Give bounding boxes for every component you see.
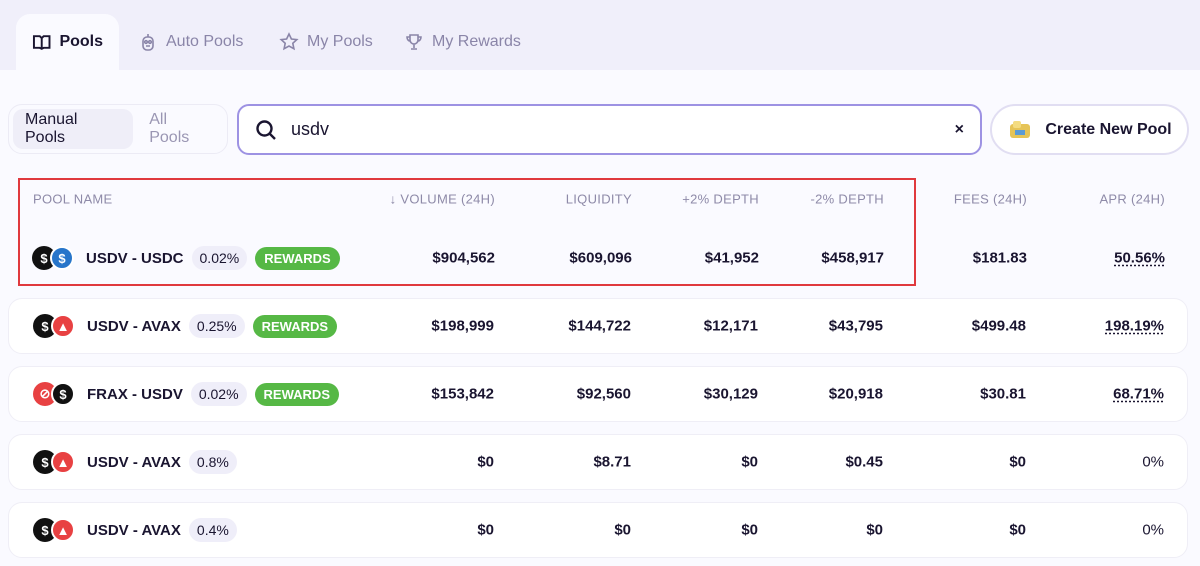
robot-icon	[142, 34, 154, 51]
minus-depth-cell: $458,917	[821, 249, 884, 267]
trophy-icon	[406, 34, 422, 50]
col-fees[interactable]: FEES (24H)	[953, 191, 1027, 207]
clear-search-button[interactable]: ×	[954, 120, 964, 138]
pool-name-cell: $ ▲ USDV - AVAX 0.8%	[33, 450, 237, 474]
table-header: POOL NAME ↓ VOLUME (24H) LIQUIDITY +2% D…	[8, 170, 1188, 228]
volume-cell: $0	[477, 521, 494, 539]
pool-filter: Manual Pools All Pools	[8, 104, 228, 154]
apr-cell[interactable]: 198.19%	[1104, 317, 1164, 335]
volume-cell: $198,999	[431, 317, 494, 335]
table-row[interactable]: $ ▲ USDV - AVAX 0.25% REWARDS $198,999 $…	[8, 298, 1188, 354]
table-row[interactable]: $ $ USDV - USDC 0.02% REWARDS $904,562 $…	[8, 230, 1188, 286]
col-volume[interactable]: ↓ VOLUME (24H)	[389, 191, 495, 207]
fees-cell: $30.81	[980, 385, 1026, 403]
token-pair-icons: $ $	[32, 246, 76, 270]
volume-cell: $153,842	[431, 385, 494, 403]
volume-cell: $904,562	[432, 249, 495, 267]
col-liquidity[interactable]: LIQUIDITY	[565, 191, 632, 207]
token-pair-icons: $ ▲	[33, 518, 77, 542]
table-row[interactable]: $ ▲ USDV - AVAX 0.4% $0 $0 $0 $0 $0 0%	[8, 502, 1188, 558]
rewards-badge: REWARDS	[252, 314, 338, 338]
plus-depth-cell: $30,129	[703, 385, 758, 403]
apr-cell: 0%	[1142, 521, 1164, 539]
avax-token-icon: ▲	[51, 314, 75, 338]
token-pair-icons: $ ▲	[33, 314, 77, 338]
fees-cell: $181.83	[972, 249, 1027, 267]
apr-cell: 0%	[1142, 453, 1164, 471]
plus-depth-cell: $12,171	[703, 317, 758, 335]
manual-pools-toggle[interactable]: Manual Pools	[13, 109, 134, 149]
col-plus-depth[interactable]: +2% DEPTH	[682, 191, 759, 207]
rewards-badge: REWARDS	[254, 382, 339, 406]
table-row[interactable]: $ ▲ USDV - AVAX 0.8% $0 $8.71 $0 $0.45 $…	[8, 434, 1188, 490]
tab-my-rewards[interactable]: My Rewards	[388, 14, 537, 70]
fee-tier-badge: 0.4%	[188, 518, 237, 542]
col-apr[interactable]: APR (24H)	[1099, 191, 1165, 207]
fees-cell: $0	[1009, 453, 1026, 471]
pool-name[interactable]: USDV - AVAX	[87, 317, 181, 335]
top-tabs: Pools Auto Pools My Pools My Rewards	[0, 0, 1200, 70]
avax-token-icon: ▲	[51, 518, 75, 542]
minus-depth-cell: $43,795	[828, 317, 883, 335]
liquidity-cell: $8.71	[593, 453, 631, 471]
minus-depth-cell: $0	[866, 521, 883, 539]
pool-toy-icon	[1010, 120, 1031, 138]
pool-name-cell: $ ▲ USDV - AVAX 0.4%	[33, 518, 237, 542]
minus-depth-cell: $20,918	[828, 385, 883, 403]
star-icon	[279, 32, 299, 51]
search-input[interactable]	[291, 119, 941, 140]
tab-my-pools[interactable]: My Pools	[263, 14, 389, 70]
liquidity-cell: $609,096	[569, 249, 632, 267]
fee-tier-badge: 0.02%	[190, 382, 247, 406]
col-minus-depth[interactable]: -2% DEPTH	[810, 191, 884, 207]
token-pair-icons: ⊘ $	[33, 382, 77, 406]
search-icon	[256, 119, 276, 140]
search-box: ×	[237, 104, 982, 155]
plus-depth-cell: $41,952	[704, 249, 759, 267]
usdv-token-icon: $	[51, 382, 75, 406]
col-pool-name[interactable]: POOL NAME	[33, 191, 113, 207]
liquidity-cell: $92,560	[576, 385, 631, 403]
all-pools-toggle[interactable]: All Pools	[149, 111, 190, 146]
rewards-badge: REWARDS	[255, 246, 340, 270]
book-icon	[32, 35, 51, 50]
usdc-token-icon: $	[50, 246, 74, 270]
fees-cell: $499.48	[971, 317, 1026, 335]
liquidity-cell: $144,722	[568, 317, 631, 335]
pool-name-cell: ⊘ $ FRAX - USDV 0.02% REWARDS	[33, 382, 339, 406]
apr-cell[interactable]: 50.56%	[1114, 249, 1165, 267]
plus-depth-cell: $0	[741, 453, 758, 471]
fee-tier-badge: 0.02%	[191, 246, 248, 270]
avax-token-icon: ▲	[51, 450, 75, 474]
plus-depth-cell: $0	[741, 521, 758, 539]
pool-name[interactable]: USDV - USDC	[86, 249, 184, 267]
token-pair-icons: $ ▲	[33, 450, 77, 474]
apr-cell[interactable]: 68.71%	[1113, 385, 1164, 403]
tab-auto-pools[interactable]: Auto Pools	[122, 14, 259, 70]
liquidity-cell: $0	[614, 521, 631, 539]
minus-depth-cell: $0.45	[845, 453, 883, 471]
fee-tier-badge: 0.25%	[188, 314, 245, 338]
pool-name[interactable]: USDV - AVAX	[87, 453, 181, 471]
pool-name[interactable]: FRAX - USDV	[87, 385, 183, 403]
tab-pools[interactable]: Pools	[16, 14, 119, 70]
pool-name-cell: $ $ USDV - USDC 0.02% REWARDS	[32, 246, 340, 270]
volume-cell: $0	[477, 453, 494, 471]
pool-name-cell: $ ▲ USDV - AVAX 0.25% REWARDS	[33, 314, 338, 338]
fees-cell: $0	[1009, 521, 1026, 539]
table-row[interactable]: ⊘ $ FRAX - USDV 0.02% REWARDS $153,842 $…	[8, 366, 1188, 422]
pool-name[interactable]: USDV - AVAX	[87, 521, 181, 539]
create-new-pool-button[interactable]: Create New Pool	[990, 104, 1189, 155]
fee-tier-badge: 0.8%	[188, 450, 237, 474]
